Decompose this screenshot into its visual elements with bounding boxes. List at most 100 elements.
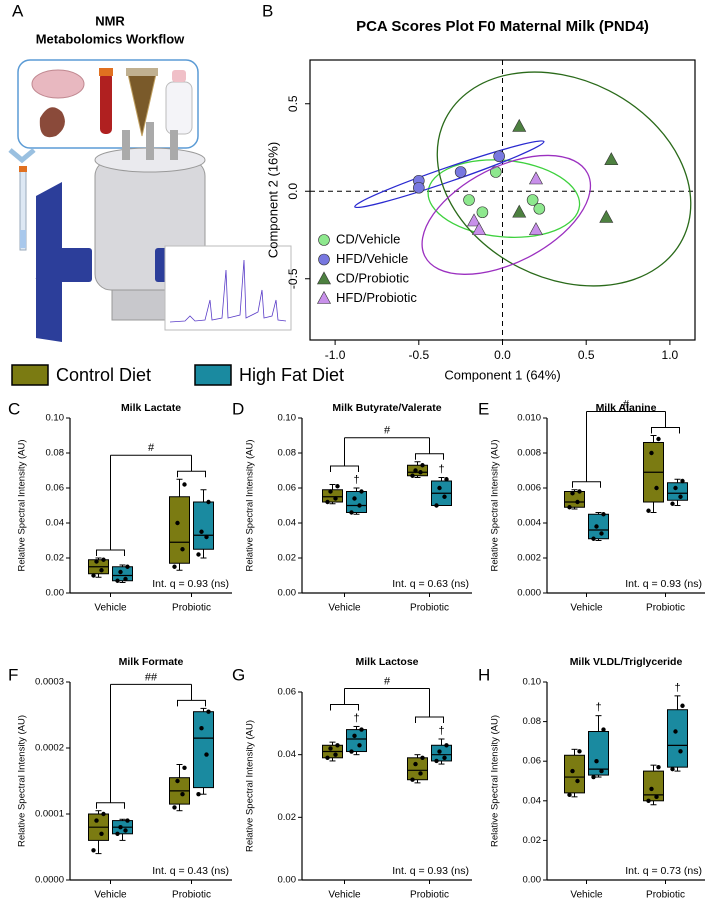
point (101, 557, 106, 562)
point (325, 499, 330, 505)
point (175, 778, 180, 784)
significance-bracket (572, 411, 680, 488)
chart-title: Milk Formate (119, 656, 184, 668)
y-tick-label: 0.008 (517, 448, 541, 459)
point (420, 755, 425, 760)
point (434, 758, 439, 764)
y-tick-label: 0.08 (523, 716, 542, 727)
point (442, 494, 447, 499)
y-tick-label: 0.5 (286, 95, 300, 112)
y-tick-label: 0.10 (523, 677, 542, 688)
point (333, 496, 338, 501)
point (577, 749, 582, 754)
y-tick-label: 0.0002 (35, 743, 64, 754)
interaction-annotation: Int. q = 0.93 (ns) (152, 578, 229, 590)
dagger: † (595, 702, 601, 714)
box (193, 501, 214, 550)
significance-label: ## (145, 671, 158, 683)
x-tick-label: Vehicle (570, 890, 603, 899)
point (670, 766, 675, 772)
y-tick-label: 0.0000 (35, 875, 64, 886)
box (346, 729, 367, 753)
point (418, 771, 423, 776)
point (577, 489, 582, 494)
point (567, 792, 572, 798)
y-axis-label: Relative Spectral Intensity (AU) (490, 715, 501, 847)
point (335, 484, 340, 489)
y-tick-label: 0.02 (278, 812, 297, 823)
point (182, 482, 187, 487)
point (349, 510, 354, 515)
box (667, 482, 688, 501)
point (601, 512, 606, 517)
point (646, 508, 651, 513)
point (680, 703, 685, 708)
y-tick-label: 0.00 (523, 875, 542, 886)
significance-bracket (96, 454, 206, 556)
point (182, 765, 187, 770)
point (204, 752, 209, 757)
interaction-annotation: Int. q = 0.93 (ns) (625, 578, 702, 590)
box (193, 711, 214, 789)
point (359, 489, 364, 494)
point (172, 805, 177, 810)
point (352, 496, 357, 501)
point (413, 468, 418, 473)
y-tick-label: 0.0 (286, 183, 300, 200)
box (346, 491, 367, 513)
y-tick-label: 0.04 (46, 518, 65, 529)
significance-bracket (96, 683, 206, 809)
point (328, 746, 333, 751)
panel-letter: H (478, 665, 490, 684)
interaction-annotation: Int. q = 0.93 (ns) (392, 865, 469, 877)
point (437, 749, 442, 754)
legend-label: HFD/Probiotic (336, 290, 417, 305)
y-tick-label: 0.02 (278, 553, 297, 564)
box (667, 709, 688, 768)
chart-title: Milk Alanine (596, 402, 657, 414)
point (91, 848, 96, 853)
x-tick-label: Vehicle (570, 603, 603, 614)
x-tick-label: Probiotic (646, 890, 685, 899)
x-tick-label: Probiotic (410, 890, 449, 899)
box (564, 754, 585, 794)
point (349, 749, 354, 754)
dagger: † (353, 712, 359, 724)
y-tick-label: 0.00 (46, 588, 65, 599)
point (599, 531, 604, 536)
point (526, 194, 539, 206)
point (206, 499, 211, 505)
workflow-illustration (8, 59, 292, 342)
box (112, 566, 133, 582)
point (118, 825, 123, 830)
point (94, 559, 99, 564)
point (333, 752, 338, 757)
point (678, 494, 683, 499)
significance-bracket (330, 687, 444, 723)
point (493, 150, 505, 163)
significance-label: # (384, 425, 391, 437)
point (196, 552, 201, 557)
point (180, 547, 185, 552)
dagger: † (674, 682, 680, 694)
point (463, 194, 475, 206)
significance-label: # (148, 442, 155, 454)
point (604, 152, 619, 166)
point (206, 709, 211, 714)
point (570, 491, 575, 496)
y-tick-label: 0.00 (278, 875, 297, 886)
point (528, 222, 543, 236)
point (591, 774, 596, 780)
point (357, 503, 362, 508)
interaction-annotation: Int. q = 0.43 (ns) (152, 865, 229, 877)
point (594, 759, 599, 764)
point (601, 727, 606, 732)
point (654, 485, 659, 491)
point (115, 831, 120, 836)
point (99, 568, 104, 573)
x-tick-label: Vehicle (328, 603, 361, 614)
panel-letter: F (8, 665, 18, 684)
point (673, 729, 678, 734)
